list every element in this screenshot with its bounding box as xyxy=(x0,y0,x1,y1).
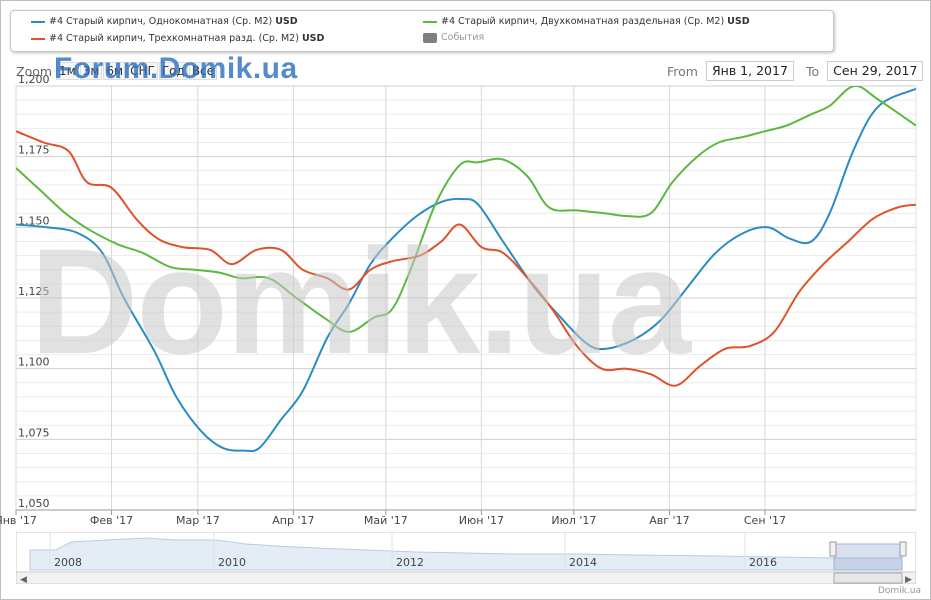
navigator-year-label: 2012 xyxy=(396,556,424,569)
legend-line-marker xyxy=(423,20,437,23)
legend-unit: USD xyxy=(727,16,750,27)
y-tick-label: 1,200 xyxy=(18,73,50,86)
navigator-handle-left xyxy=(829,541,837,557)
zoom-button-6m[interactable]: 6м xyxy=(103,62,127,80)
zoom-button-year[interactable]: Год xyxy=(158,62,188,80)
range-to: To Сен 29, 2017 xyxy=(806,61,924,81)
navigator-years: 2008 2010 2012 2014 2016 xyxy=(49,532,777,572)
zoom-button-3m[interactable]: 3м xyxy=(79,62,103,80)
legend-box-marker xyxy=(423,32,437,43)
legend-unit: USD xyxy=(301,33,325,44)
range-to-input[interactable]: Сен 29, 2017 xyxy=(827,61,924,81)
range-from: From Янв 1, 2017 xyxy=(667,61,794,81)
zoom-button-ytd[interactable]: СНГ xyxy=(127,62,158,80)
x-tick-label: Июл '17 xyxy=(551,514,596,527)
navigator[interactable]: 2008 2010 2012 2014 2016 xyxy=(16,532,916,572)
scrollbar[interactable]: ◀ ▶ xyxy=(16,572,916,584)
navigator-selection xyxy=(833,543,903,571)
y-tick-label: 1,125 xyxy=(18,285,50,298)
navigator-year-label: 2008 xyxy=(54,556,82,569)
zoom-button-all[interactable]: Все xyxy=(188,62,218,80)
legend-label: #4 Старый кирпич, Однокомнатная (Ср. М2) xyxy=(49,16,273,27)
chart-series xyxy=(16,86,916,453)
x-tick-label: Май '17 xyxy=(364,514,408,527)
legend-item-three-room[interactable]: #4 Старый кирпич, Трехкомнатная разд. (С… xyxy=(31,33,324,44)
legend-item-events[interactable]: События xyxy=(423,32,484,43)
legend-line-marker xyxy=(31,20,45,23)
chart-legend: #4 Старый кирпич, Однокомнатная (Ср. М2)… xyxy=(10,10,834,52)
legend-label: #4 Старый кирпич, Двухкомнатная раздельн… xyxy=(441,16,725,27)
credit-link[interactable]: Domik.ua xyxy=(878,586,921,596)
legend-label: События xyxy=(441,32,485,43)
scroll-left-arrow: ◀ xyxy=(20,575,27,584)
x-tick-label: Июн '17 xyxy=(459,514,504,527)
range-to-label: To xyxy=(806,63,820,79)
navigator-year-label: 2014 xyxy=(569,556,597,569)
legend-item-two-room[interactable]: #4 Старый кирпич, Двухкомнатная раздельн… xyxy=(423,16,750,27)
legend-line-marker xyxy=(31,37,45,40)
navigator-area xyxy=(29,537,903,571)
y-tick-label: 1,175 xyxy=(18,144,50,157)
x-tick-label: Мар '17 xyxy=(176,514,220,527)
x-tick-label: Апр '17 xyxy=(272,514,314,527)
range-from-label: From xyxy=(667,63,698,79)
x-tick-label: Сен '17 xyxy=(744,514,786,527)
x-tick-label: Фев '17 xyxy=(90,514,133,527)
series-line-three-room xyxy=(16,130,916,387)
y-tick-label: 1,150 xyxy=(18,214,50,227)
legend-unit: USD xyxy=(275,16,298,27)
legend-label: #4 Старый кирпич, Трехкомнатная разд. (С… xyxy=(49,33,299,44)
navigator-year-label: 2016 xyxy=(749,556,777,569)
x-tick-label: Авг '17 xyxy=(649,514,689,527)
x-tick-label: Янв '17 xyxy=(0,514,37,527)
zoom-button-1m[interactable]: 1м xyxy=(56,62,79,80)
scroll-right-arrow: ▶ xyxy=(905,575,912,584)
y-axis-ticks: 1,050 1,075 1,100 1,125 1,150 1,175 1,200 xyxy=(18,73,50,510)
y-tick-label: 1,075 xyxy=(18,426,50,439)
navigator-year-label: 2010 xyxy=(218,556,246,569)
scrollbar-thumb xyxy=(833,572,903,584)
x-axis-ticks: Янв '17 Фев '17 Мар '17 Апр '17 Май '17 Июн '… xyxy=(0,509,916,527)
navigator-handle-right xyxy=(899,541,907,557)
zoom-label: Zoom xyxy=(16,63,53,79)
scrollbar-track xyxy=(16,572,916,584)
chart-grid xyxy=(15,85,917,511)
y-tick-label: 1,050 xyxy=(18,497,50,510)
y-tick-label: 1,100 xyxy=(18,356,50,369)
zoom-bar: Zoom 1м 3м 6м СНГ Год Все xyxy=(16,62,218,80)
legend-item-one-room[interactable]: #4 Старый кирпич, Однокомнатная (Ср. М2)… xyxy=(31,16,298,27)
range-from-input[interactable]: Янв 1, 2017 xyxy=(705,61,794,81)
series-line-one-room xyxy=(16,87,916,453)
series-line-two-room xyxy=(16,86,916,333)
